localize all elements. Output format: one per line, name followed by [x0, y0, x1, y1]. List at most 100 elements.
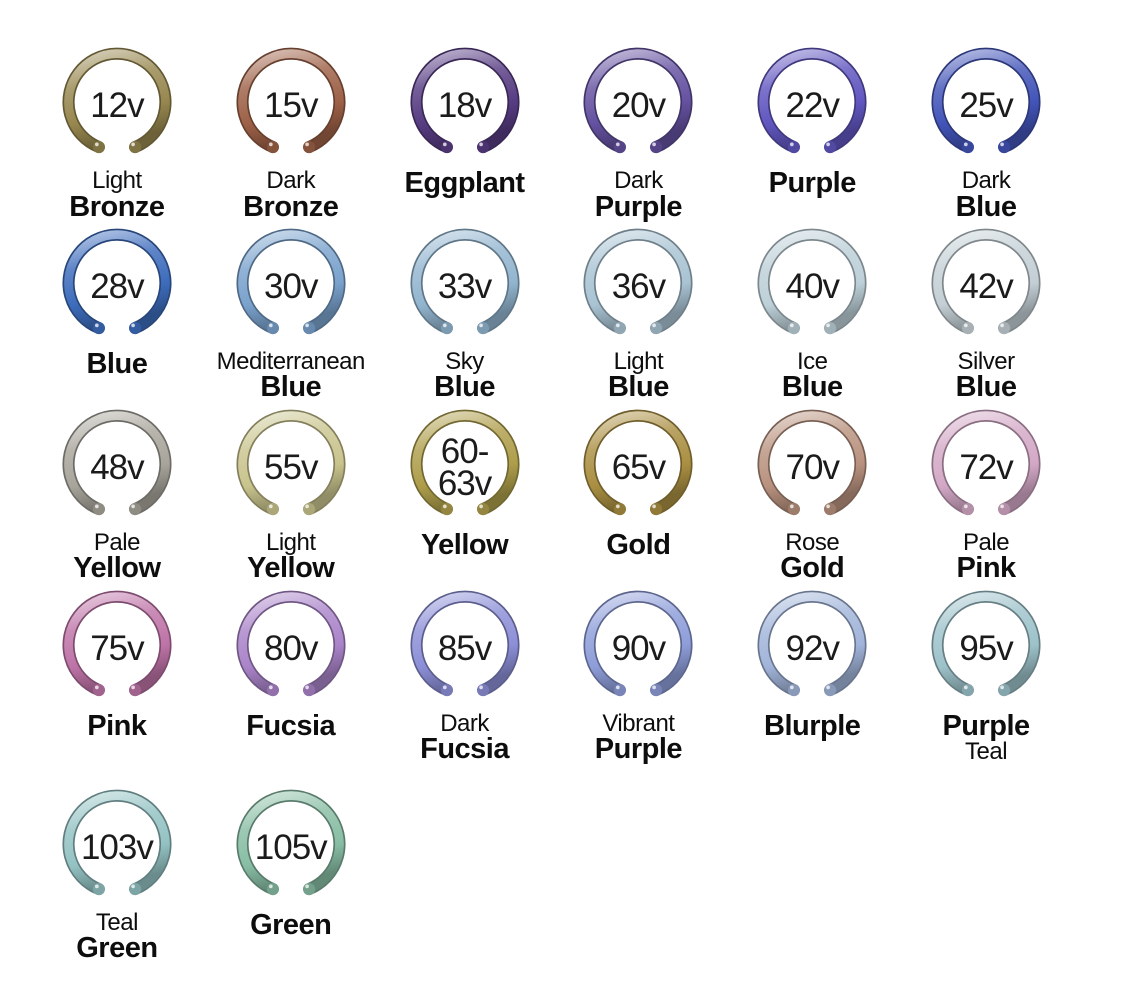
voltage-label: 22v — [785, 85, 840, 125]
ring-photo: 95v — [922, 585, 1050, 711]
captive-ring-icon — [62, 409, 172, 515]
ring-item: 20v Dark Purple — [551, 42, 725, 221]
ring-photo: 75v — [53, 585, 181, 711]
captive-ring-icon — [236, 789, 346, 895]
color-name-line: Blurple — [764, 709, 861, 742]
color-name: Vibrant Purple — [594, 712, 683, 766]
voltage-label: 48v — [90, 447, 144, 487]
ring-item: 70v Rose Gold — [725, 404, 899, 583]
ring-photo: 105v — [227, 784, 355, 910]
color-name: Sky Blue — [434, 350, 495, 402]
color-name: Pale Pink — [956, 531, 1016, 583]
ring-photo: 72v — [922, 404, 1050, 530]
captive-ring-icon — [931, 409, 1041, 515]
ring-photo: 60- 63v — [401, 404, 529, 530]
color-name-line: Silver — [957, 347, 1016, 375]
captive-ring-icon — [410, 228, 520, 335]
ring-photo: 15v — [227, 42, 355, 168]
color-name-line: Gold — [780, 552, 845, 585]
voltage-label: 70v — [785, 447, 840, 487]
color-name-line: Blue — [607, 371, 669, 404]
ring-photo: 20v — [574, 42, 702, 168]
ring-photo: 25v — [922, 42, 1050, 168]
color-name: Light Bronze — [69, 169, 165, 223]
ring-photo: 70v — [748, 404, 876, 530]
color-name-line: Blue — [86, 347, 148, 380]
color-name-line: Green — [76, 932, 158, 965]
color-name-line: Purple — [594, 733, 683, 766]
color-name: Light Blue — [608, 350, 669, 402]
ring-photo: 48v — [53, 404, 181, 530]
color-name: Purple — [769, 168, 857, 197]
voltage-label: 28v — [90, 266, 144, 306]
captive-ring-icon — [583, 228, 693, 335]
voltage-label: 18v — [437, 85, 492, 125]
color-name: Blue — [86, 347, 148, 380]
ring-item: 105v Green — [204, 784, 378, 963]
ring-photo: 36v — [574, 223, 702, 349]
ring-item: 15v Dark Bronze — [204, 42, 378, 221]
captive-ring-icon — [757, 590, 867, 696]
color-name: Dark Purple — [594, 167, 683, 223]
ring-item: 55v Light Yellow — [204, 404, 378, 583]
ring-item: 95v Purple Teal — [899, 585, 1073, 764]
ring-item: 48v Pale Yellow — [30, 404, 204, 583]
voltage-label: 80v — [264, 628, 318, 668]
ring-item: 60- 63v Yellow — [378, 404, 552, 583]
color-name: Teal Green — [76, 910, 158, 965]
ring-item: 33v Sky Blue — [378, 223, 552, 402]
color-name-line: Pink — [87, 709, 147, 742]
ring-item: 40v Ice Blue — [725, 223, 899, 402]
captive-ring-icon — [236, 228, 346, 335]
voltage-label: 105v — [254, 827, 328, 867]
color-name-line: Fucsia — [246, 709, 336, 742]
color-name: Rose Gold — [780, 528, 845, 585]
voltage-label: 30v — [264, 266, 318, 306]
captive-ring-icon — [757, 409, 867, 515]
color-name: Purple Teal — [942, 711, 1030, 764]
voltage-label: 65v — [611, 447, 666, 487]
color-name-line: Sky — [445, 347, 484, 375]
color-name-line: Pale — [93, 528, 141, 556]
voltage-label: 60- 63v — [437, 431, 492, 503]
ring-item: 12v Light Bronze — [30, 42, 204, 221]
color-name-line: Light — [613, 347, 664, 375]
color-name-line: Rose — [785, 528, 840, 556]
ring-item: 103v Teal Green — [30, 784, 204, 963]
ring-item: 30v Mediterranean Blue — [204, 223, 378, 402]
color-name: Yellow — [421, 530, 509, 559]
color-name-line: Dark — [961, 167, 1011, 194]
captive-ring-icon — [62, 789, 172, 895]
color-name: Dark Fucsia — [420, 712, 509, 764]
ring-photo: 42v — [922, 223, 1050, 349]
ring-photo: 65v — [574, 404, 702, 530]
color-name-line: Bronze — [69, 190, 165, 223]
captive-ring-icon — [757, 47, 867, 154]
captive-ring-icon — [62, 228, 172, 335]
captive-ring-icon — [583, 47, 693, 154]
ring-item: 80v Fucsia — [204, 585, 378, 764]
color-name-line: Blue — [260, 371, 322, 404]
color-name: Silver Blue — [956, 350, 1017, 402]
captive-ring-icon — [931, 590, 1041, 696]
color-name-line: Dark — [614, 167, 663, 194]
color-name-line: Yellow — [247, 552, 335, 585]
ring-photo: 55v — [227, 404, 355, 530]
color-name-line: Purple — [594, 190, 683, 223]
color-name: Blurple — [764, 709, 861, 742]
voltage-label: 72v — [959, 447, 1013, 487]
captive-ring-icon — [236, 409, 346, 515]
ring-photo: 28v — [53, 223, 181, 349]
ring-photo: 12v — [53, 42, 181, 168]
captive-ring-icon — [410, 47, 520, 154]
color-name: Ice Blue — [782, 350, 843, 402]
color-name-line: Green — [250, 908, 332, 941]
voltage-label: 40v — [785, 266, 840, 306]
voltage-label: 90v — [611, 628, 666, 668]
color-name-line: Blue — [781, 371, 843, 404]
ring-item: 36v Light Blue — [551, 223, 725, 402]
ring-photo: 40v — [748, 223, 876, 349]
captive-ring-icon — [931, 228, 1041, 335]
ring-photo: 33v — [401, 223, 529, 349]
